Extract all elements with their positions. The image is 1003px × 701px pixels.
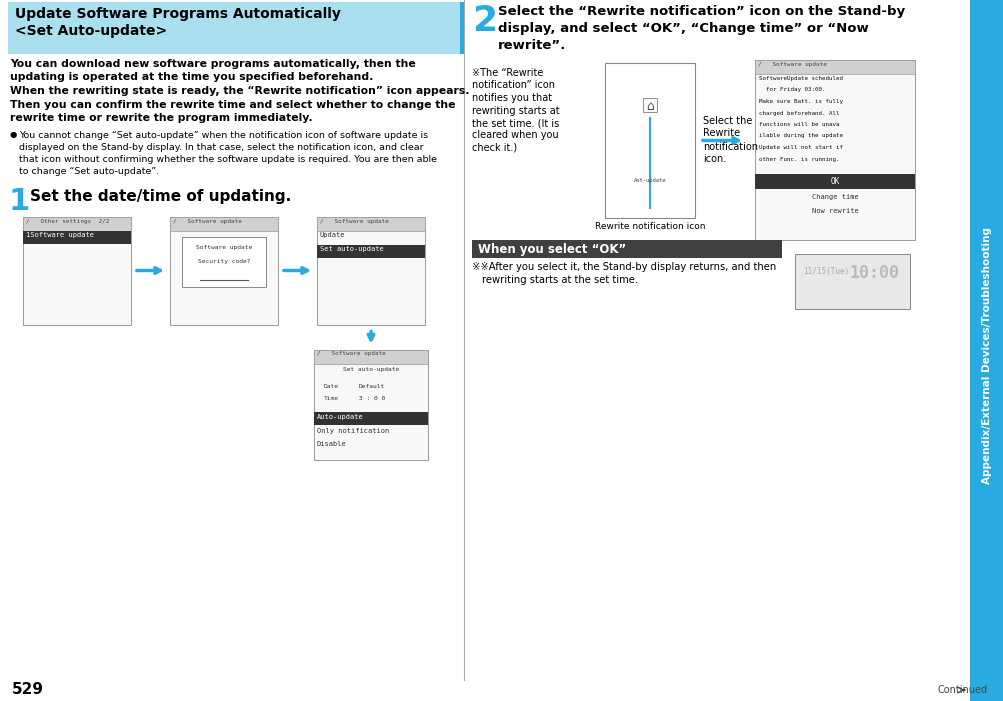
Text: You can download new software programs automatically, then the: You can download new software programs a… [10,59,415,69]
Bar [754,174,914,189]
Text: Ant-update: Ant-update [633,178,666,183]
Text: 3 : 0 0: 3 : 0 0 [359,397,385,402]
Bar [23,217,130,325]
Text: 529: 529 [12,683,44,697]
Text: When the rewriting state is ready, the “Rewrite notification” icon appears.: When the rewriting state is ready, the “… [10,86,469,96]
Text: Time: Time [324,397,339,402]
Text: Set auto-update: Set auto-update [343,367,399,372]
Bar [182,236,266,287]
Text: /   Software update: / Software update [757,62,826,67]
Text: ⌂: ⌂ [645,100,653,114]
Text: that icon without confirming whether the software update is required. You are th: that icon without confirming whether the… [19,154,436,163]
Text: Select the: Select the [702,116,751,125]
Text: 10:00: 10:00 [850,264,899,282]
Text: ●: ● [10,130,17,139]
Text: Set the date/time of updating.: Set the date/time of updating. [30,189,291,203]
Bar [170,217,278,325]
Text: the set time. (It is: the set time. (It is [471,118,559,128]
Bar [459,2,463,54]
Text: ※The “Rewrite: ※The “Rewrite [471,68,543,78]
Bar [317,217,424,325]
Bar [317,217,424,231]
Text: Update will not start if: Update will not start if [758,145,843,150]
Text: other Func. is running.: other Func. is running. [758,156,839,161]
Text: cleared when you: cleared when you [471,130,558,140]
Text: charged beforehand. All: charged beforehand. All [758,111,839,116]
Text: Auto-update: Auto-update [317,414,363,419]
Bar [314,350,427,364]
Bar [605,63,694,218]
Text: Then you can confirm the rewrite time and select whether to change the: Then you can confirm the rewrite time an… [10,100,455,109]
Text: icon.: icon. [702,154,725,165]
Bar [314,350,427,459]
Text: ※※After you select it, the Stand-by display returns, and then: ※※After you select it, the Stand-by disp… [471,262,775,272]
Text: /   Software update: / Software update [317,351,385,357]
Bar [23,231,130,243]
Text: /   Other settings  2/2: / Other settings 2/2 [26,219,109,224]
Text: Set auto-update: Set auto-update [320,247,383,252]
Text: notifies you that: notifies you that [471,93,552,103]
Text: Appendix/External Devices/Troubleshooting: Appendix/External Devices/Troubleshootin… [981,226,991,484]
Bar [969,0,1003,701]
Text: Make sure Batt. is fully: Make sure Batt. is fully [758,99,843,104]
Text: rewrite time or rewrite the program immediately.: rewrite time or rewrite the program imme… [10,113,312,123]
Bar [170,217,278,231]
Bar [317,245,424,257]
Bar [314,411,427,425]
Text: Date: Date [324,383,339,388]
Text: Software update: Software update [196,245,252,250]
Text: notification: notification [702,142,757,151]
Text: Update: Update [320,233,345,238]
Text: notification” icon: notification” icon [471,81,555,90]
Bar [8,2,459,54]
Text: to change “Set auto-update”.: to change “Set auto-update”. [19,167,159,175]
Text: Rewrite: Rewrite [702,128,739,139]
Text: Change time: Change time [810,194,858,200]
Text: ilable during the update: ilable during the update [758,133,843,139]
Text: Now rewrite: Now rewrite [810,208,858,214]
Bar [471,240,781,258]
Text: SoftwareUpdate scheduled: SoftwareUpdate scheduled [758,76,843,81]
Text: OK: OK [829,177,839,186]
Text: Security code?: Security code? [198,259,250,264]
Bar [754,60,914,74]
Bar [642,98,656,112]
Text: rewriting starts at the set time.: rewriting starts at the set time. [481,275,638,285]
Text: Rewrite notification icon: Rewrite notification icon [594,222,704,231]
Text: Disable: Disable [317,440,346,447]
Text: check it.): check it.) [471,143,517,153]
Text: Default: Default [359,383,385,388]
Text: You cannot change “Set auto-update” when the notification icon of software updat: You cannot change “Set auto-update” when… [19,130,427,139]
Text: 1Software update: 1Software update [26,233,94,238]
Text: Only notification: Only notification [317,428,389,433]
Text: /   Software update: / Software update [320,219,388,224]
Text: When you select “OK”: When you select “OK” [477,243,626,256]
Text: Update Software Programs Automatically: Update Software Programs Automatically [15,7,341,21]
Bar [754,60,914,240]
Text: for Friday 03:00.: for Friday 03:00. [758,88,824,93]
Text: 2: 2 [471,4,496,38]
Text: Continued: Continued [937,685,987,695]
Text: Select the “Rewrite notification” icon on the Stand-by
display, and select “OK”,: Select the “Rewrite notification” icon o… [497,5,905,52]
Text: updating is operated at the time you specified beforehand.: updating is operated at the time you spe… [10,72,373,83]
Text: 1: 1 [8,186,29,215]
Text: 11/15(Tue): 11/15(Tue) [802,267,849,276]
Text: functions will be unava: functions will be unava [758,122,839,127]
Text: rewriting starts at: rewriting starts at [471,105,559,116]
Text: /   Software update: / Software update [173,219,242,224]
Bar [23,217,130,231]
Text: <Set Auto-update>: <Set Auto-update> [15,24,166,38]
Text: displayed on the Stand-by display. In that case, select the notification icon, a: displayed on the Stand-by display. In th… [19,142,423,151]
Bar [794,254,909,309]
